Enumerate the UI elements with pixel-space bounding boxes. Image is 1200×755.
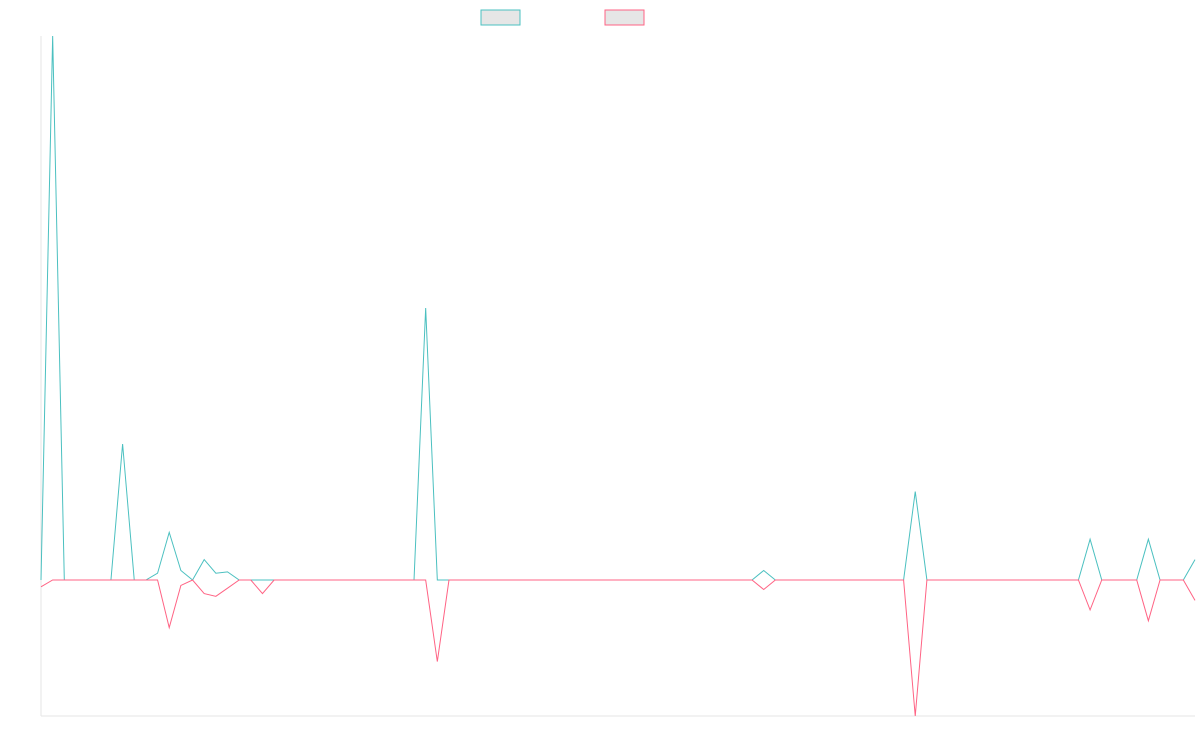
- axes: [40, 36, 1195, 717]
- series-line: [40, 35, 1196, 581]
- series-2: [40, 579, 1196, 717]
- legend: [480, 9, 645, 26]
- series-line: [40, 579, 1196, 717]
- legend-swatch-1: [480, 9, 521, 26]
- series-layer: [40, 35, 1196, 717]
- series-1: [40, 35, 1196, 581]
- legend-swatch-2: [604, 9, 645, 26]
